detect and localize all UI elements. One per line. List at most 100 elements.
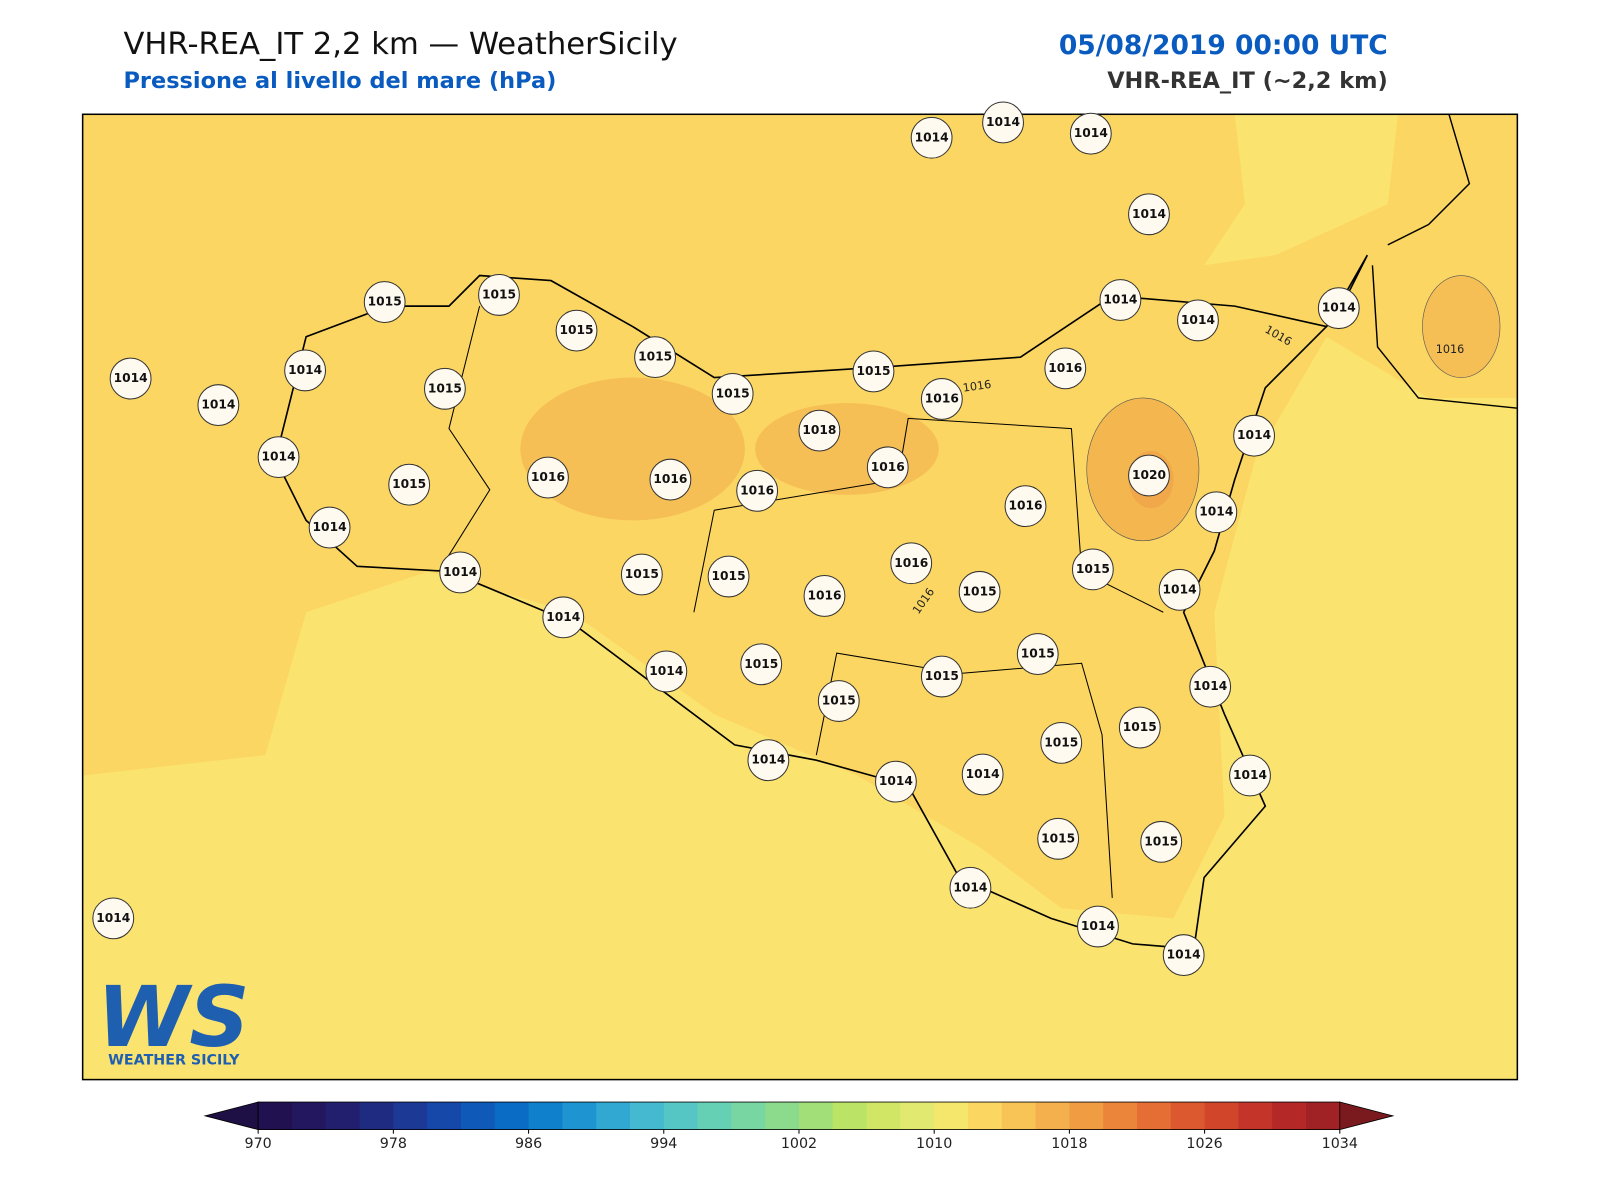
station-value: 1014 (879, 774, 913, 788)
colorbar-segment (697, 1102, 732, 1130)
station-marker (1317, 287, 1360, 330)
station-value: 1014 (1081, 919, 1115, 933)
station: 1014 (1128, 193, 1170, 236)
datetime: 05/08/2019 00:00 UTC (1059, 30, 1388, 61)
station-value: 1016 (653, 472, 687, 486)
station-marker (1040, 721, 1083, 764)
colorbar-segment (460, 1102, 496, 1130)
colorbar-segment (325, 1102, 361, 1130)
station-value: 1015 (638, 350, 672, 364)
contour-label: 1016 (962, 378, 992, 395)
station-marker (1004, 485, 1047, 528)
station-value: 1014 (443, 565, 477, 579)
station: 1014 (910, 116, 953, 159)
colorbar-segment (562, 1102, 597, 1130)
station: 1015 (707, 555, 750, 598)
station: 1020 (1128, 454, 1170, 497)
station-marker (711, 372, 754, 415)
station: 1014 (197, 384, 240, 427)
station: 1016 (1044, 347, 1087, 390)
station-value: 1014 (1132, 207, 1166, 221)
station: 1015 (1118, 706, 1161, 749)
colorbar-segment (1069, 1102, 1104, 1130)
station: 1016 (649, 458, 692, 501)
station-marker (1128, 193, 1170, 236)
station-marker (1140, 820, 1183, 863)
station-value: 1015 (392, 477, 426, 491)
station-value: 1015 (1076, 562, 1110, 576)
colorbar-tick-label: 970 (245, 1136, 272, 1152)
province-border (815, 652, 1113, 898)
station-marker (1128, 454, 1170, 497)
colorbar-segment (900, 1102, 935, 1130)
station-marker (1158, 568, 1201, 611)
colorbar-segment (866, 1102, 901, 1130)
station-value: 1014 (1322, 301, 1356, 315)
station: 1015 (817, 680, 860, 722)
station-marker (1195, 491, 1238, 534)
station-marker (284, 349, 327, 392)
colorbar-segment (291, 1102, 327, 1130)
colorbar-segment (934, 1102, 969, 1130)
station-marker (257, 436, 300, 479)
colorbar-tick-label: 1026 (1186, 1136, 1222, 1152)
station: 1016 (803, 575, 846, 617)
station-marker (1044, 347, 1087, 390)
station-marker (542, 596, 585, 639)
station-marker (1162, 934, 1205, 977)
sea-area (1204, 114, 1398, 266)
station-value: 1016 (531, 470, 565, 484)
pressure-area (520, 377, 745, 521)
stations: 1014 1014 1014 1014 1015 1015 1015 1015 1014 1014… (92, 101, 1360, 977)
colorbar-arrow (1339, 1101, 1395, 1131)
station-marker (866, 446, 909, 489)
station-marker (1229, 754, 1271, 797)
station-marker (740, 643, 783, 686)
station-marker (308, 506, 351, 549)
station: 1015 (1016, 633, 1059, 675)
station: 1015 (620, 553, 663, 596)
station-marker (388, 463, 431, 506)
logo-text: WEATHER SICILY (108, 1052, 240, 1068)
station: 1014 (1162, 934, 1205, 977)
station-value: 1014 (1163, 582, 1197, 596)
station-value: 1015 (822, 694, 856, 708)
colorbar-segment (359, 1102, 394, 1130)
station-marker (961, 753, 1004, 796)
colorbar-segment (1204, 1102, 1239, 1130)
colorbar-segment (427, 1102, 462, 1130)
station-value: 1014 (1233, 768, 1267, 782)
station-value: 1014 (1074, 126, 1108, 140)
station-value: 1015 (1021, 647, 1055, 661)
station-marker (634, 336, 677, 379)
station-marker (817, 680, 860, 722)
logo: WS WEATHER SICILY (97, 968, 250, 1068)
colorbar-tick-label: 1010 (916, 1136, 952, 1152)
colorbar-segment (393, 1102, 428, 1130)
station: 1016 (920, 378, 963, 420)
station: 1014 (1317, 287, 1360, 330)
station-marker (852, 350, 895, 393)
station-value: 1014 (262, 450, 296, 464)
pressure-area (755, 403, 939, 495)
colorbar-segment (1001, 1102, 1037, 1130)
logo-letters: WS (97, 968, 250, 1066)
station-marker (798, 409, 841, 452)
station-value: 1015 (625, 567, 659, 581)
colorbar-segment (629, 1102, 665, 1130)
coastline (274, 254, 1369, 950)
colorbar-segment (1170, 1102, 1206, 1130)
station-marker (707, 555, 750, 598)
station-value: 1014 (986, 115, 1020, 129)
model: VHR-REA_IT (~2,2 km) (1107, 68, 1388, 94)
coastline (1371, 265, 1518, 409)
station-marker (736, 469, 779, 512)
station-marker (1099, 279, 1142, 321)
station-marker (645, 650, 688, 693)
sea-area (82, 336, 1518, 1080)
station-value: 1015 (1041, 831, 1075, 845)
colorbar-segment (1272, 1102, 1307, 1130)
station-value: 1014 (114, 371, 148, 385)
